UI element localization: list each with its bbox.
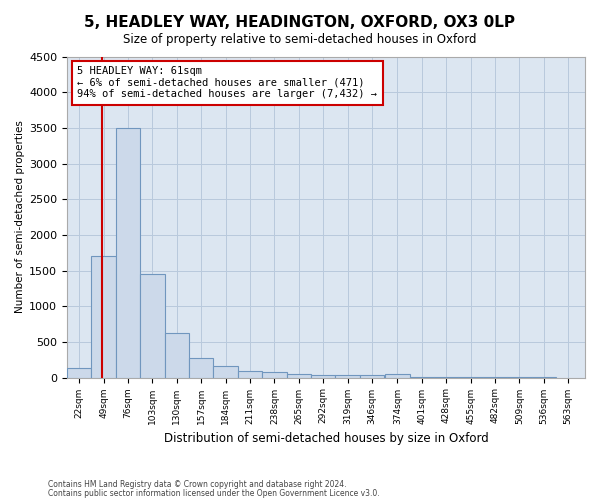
Text: 5 HEADLEY WAY: 61sqm
← 6% of semi-detached houses are smaller (471)
94% of semi-: 5 HEADLEY WAY: 61sqm ← 6% of semi-detach… (77, 66, 377, 100)
Bar (189, 358, 214, 378)
Bar (164, 334, 189, 378)
Text: Contains public sector information licensed under the Open Government Licence v3: Contains public sector information licen… (48, 488, 380, 498)
Text: Size of property relative to semi-detached houses in Oxford: Size of property relative to semi-detach… (123, 32, 477, 46)
Bar (140, 274, 164, 378)
Bar (335, 376, 360, 378)
Bar (287, 374, 311, 378)
Bar (410, 377, 434, 378)
Bar (385, 374, 410, 378)
Bar (238, 371, 262, 378)
Bar (262, 372, 287, 378)
Bar (116, 128, 140, 378)
Bar (311, 374, 335, 378)
Bar (360, 376, 385, 378)
Text: Contains HM Land Registry data © Crown copyright and database right 2024.: Contains HM Land Registry data © Crown c… (48, 480, 347, 489)
Bar (91, 256, 116, 378)
Bar (214, 366, 238, 378)
Bar (67, 368, 91, 378)
Y-axis label: Number of semi-detached properties: Number of semi-detached properties (15, 120, 25, 314)
Text: 5, HEADLEY WAY, HEADINGTON, OXFORD, OX3 0LP: 5, HEADLEY WAY, HEADINGTON, OXFORD, OX3 … (85, 15, 515, 30)
X-axis label: Distribution of semi-detached houses by size in Oxford: Distribution of semi-detached houses by … (164, 432, 488, 445)
